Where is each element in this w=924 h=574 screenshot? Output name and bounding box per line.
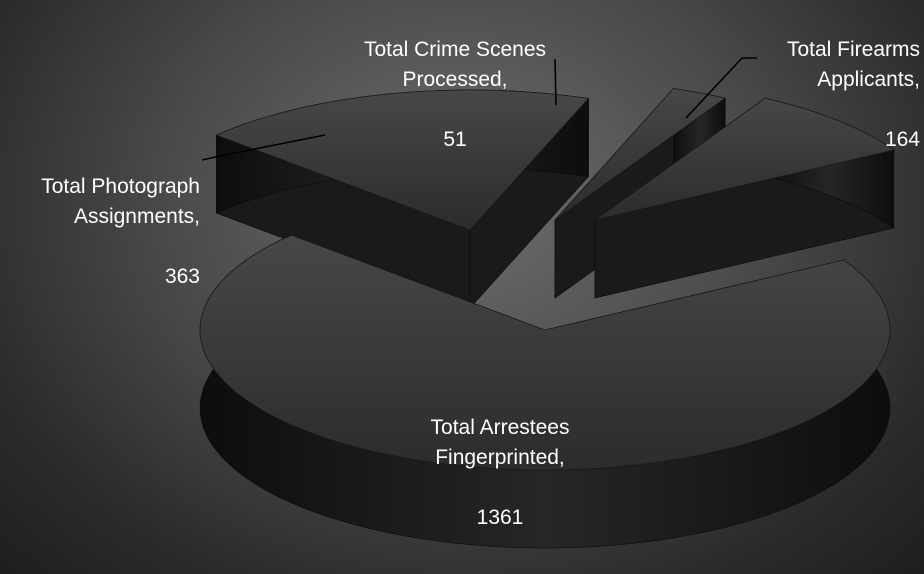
leader-line-photo: [201, 134, 326, 161]
slice-label-firearms: Total Firearms Applicants, 164: [730, 5, 920, 155]
slice-value-arrestees: 1361: [476, 506, 524, 529]
slice-label-arrestees-name: Total Arrestees Fingerprinted,: [430, 416, 570, 469]
pie-slice-arrestees: [199, 234, 891, 549]
leader-line-crime: [554, 58, 557, 106]
leader-line-firearms: [685, 57, 757, 119]
pie-slice-firearms: [594, 97, 895, 299]
slice-label-crime: Total Crime Scenes Processed, 51: [350, 5, 560, 155]
pie-slice-top-photo: [215, 89, 590, 231]
pie-slice-top-arrestees: [199, 234, 891, 471]
pie-slice-photo: [215, 89, 590, 309]
pie-slice-top-crime: [554, 88, 727, 221]
pie-slice-top-firearms: [594, 97, 895, 221]
slice-label-photo-name: Total Photograph Assignments,: [41, 175, 200, 228]
slice-label-firearms-name: Total Firearms Applicants,: [786, 38, 920, 91]
slice-label-arrestees: Total Arrestees Fingerprinted, 1361: [395, 383, 605, 533]
slice-value-photo: 363: [164, 265, 200, 288]
slice-value-firearms: 164: [884, 128, 920, 151]
slice-value-crime: 51: [443, 128, 467, 151]
slice-label-photo: Total Photograph Assignments, 363: [4, 142, 200, 292]
slice-label-crime-name: Total Crime Scenes Processed,: [363, 38, 547, 91]
